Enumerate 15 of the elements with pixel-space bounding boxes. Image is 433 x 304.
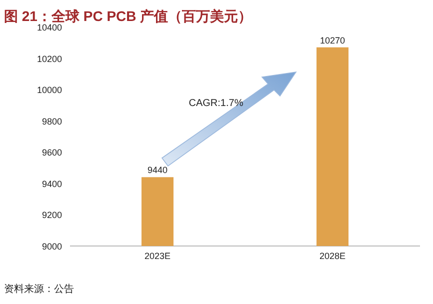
- y-tick-label: 10200: [36, 54, 62, 64]
- data-label: 10270: [320, 35, 346, 46]
- text: 资料来源：公告: [4, 283, 74, 295]
- y-tick-label: 9000: [42, 242, 62, 252]
- x-tick-label: 2023E: [144, 251, 171, 261]
- y-tick-label: 9600: [42, 148, 62, 158]
- y-tick-label: 10000: [36, 85, 62, 96]
- y-tick-label: 10400: [36, 22, 62, 32]
- y-tick-label: 9200: [42, 210, 62, 220]
- y-tick-label: 9800: [42, 116, 62, 126]
- annotation: CAGR:1.7%: [188, 98, 244, 109]
- y-tick-label: 9400: [42, 178, 62, 189]
- x-tick-label: 2028E: [319, 251, 346, 261]
- data-label: 9440: [147, 165, 168, 176]
- chart-title: 图 21：全球 PC PCB 产值（百万美元）: [4, 8, 252, 24]
